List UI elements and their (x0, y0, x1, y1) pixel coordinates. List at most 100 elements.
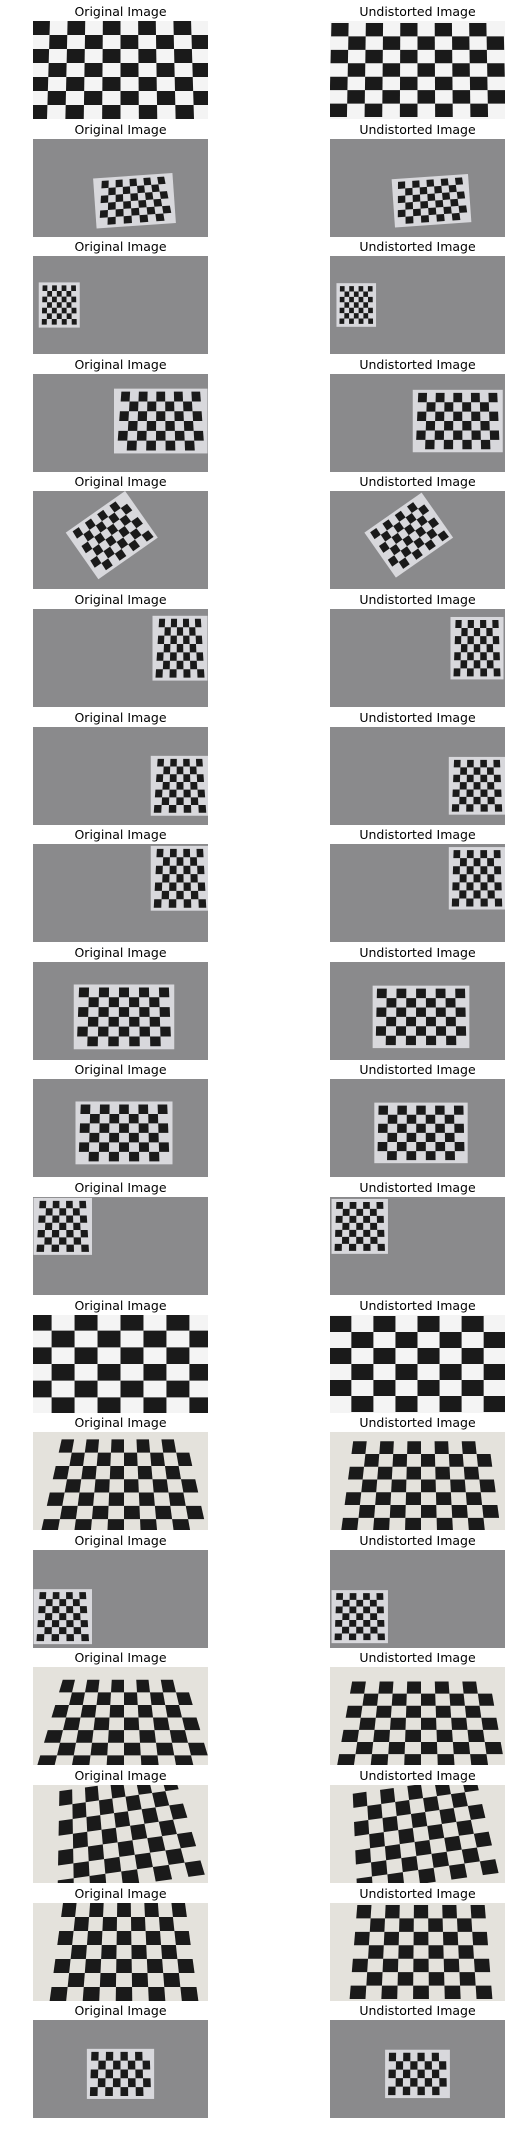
board-square (138, 49, 157, 63)
board-square (363, 1633, 371, 1640)
board-square (335, 1215, 343, 1223)
original-image-title: Original Image (74, 827, 167, 843)
board-square (44, 1222, 53, 1231)
board-square (460, 644, 468, 653)
undistorted-image-title: Undistorted Image (359, 1062, 476, 1078)
checkerboard (385, 2049, 450, 2099)
undistorted-image-title: Undistorted Image (359, 592, 476, 607)
board-square (198, 899, 207, 908)
original-image-title: Original Image (74, 1180, 167, 1195)
board-square (162, 874, 170, 883)
board-square (413, 1931, 429, 1945)
board-square (470, 103, 489, 118)
checkerboard-scene (330, 1314, 505, 1413)
board-square (405, 1518, 421, 1531)
board-square (120, 2069, 129, 2079)
checkerboard (49, 1902, 199, 2001)
board-square (118, 526, 130, 538)
board-square (183, 865, 191, 875)
board-square (79, 1215, 88, 1223)
board-square (106, 1755, 124, 1766)
board-square (51, 1396, 75, 1413)
board-square (74, 1346, 98, 1364)
board-square (101, 558, 113, 571)
board-square (146, 1958, 164, 1973)
board-square (72, 1208, 80, 1216)
board-square (196, 773, 204, 782)
board-square (148, 1114, 159, 1124)
board-square (164, 1466, 181, 1480)
undistorted-image-title: Undistorted Image (359, 239, 476, 255)
board-square (136, 1680, 150, 1693)
board-square (494, 882, 502, 891)
undistorted-image-title: Undistorted Image (359, 827, 476, 843)
board-square (365, 22, 384, 37)
board-square (423, 1796, 440, 1813)
board-square (363, 1229, 371, 1237)
board-square (367, 286, 373, 292)
board-square (382, 36, 401, 50)
board-square (130, 1823, 148, 1841)
board-square (96, 1452, 111, 1467)
board-square (183, 882, 191, 892)
board-square (141, 1807, 159, 1824)
original-image-title: Original Image (74, 356, 167, 372)
board-square (455, 619, 462, 629)
board-square (349, 1619, 357, 1627)
board-square (158, 1916, 175, 1931)
checkerboard (57, 1785, 205, 1883)
board-square (146, 420, 157, 431)
undistorted-image-title: Undistorted Image (359, 1180, 476, 1195)
board-square (66, 1215, 74, 1223)
board-square (417, 36, 435, 50)
board-square (124, 1479, 139, 1493)
board-square (452, 882, 460, 891)
board-square (135, 2052, 143, 2061)
board-square (105, 2069, 114, 2079)
board-square (59, 1222, 67, 1231)
board-square (435, 1026, 447, 1036)
board-square (37, 1230, 45, 1238)
board-square (367, 297, 373, 303)
board-square (380, 1787, 396, 1804)
board-square (369, 1599, 377, 1607)
board-square (97, 1363, 121, 1381)
board-square (445, 1016, 456, 1027)
board-square (176, 660, 184, 670)
board-square (416, 1124, 426, 1134)
board-square (88, 1152, 99, 1162)
board-square (158, 1819, 177, 1837)
board-square (153, 1717, 170, 1731)
board-square (425, 439, 435, 450)
board-square (131, 1972, 149, 1987)
board-square (72, 1755, 91, 1766)
board-square (108, 997, 119, 1007)
board-square (483, 1331, 505, 1348)
board-square (139, 1006, 150, 1017)
board-square (487, 858, 495, 867)
board-square (118, 987, 130, 998)
board-square (473, 628, 481, 637)
board-square (120, 2087, 129, 2097)
board-square (480, 668, 488, 677)
undistorted-image-title: Undistorted Image (359, 944, 476, 960)
board-square (356, 1599, 364, 1607)
checkerboard-scene (330, 1549, 505, 1648)
board-square (120, 1346, 144, 1364)
board-square (452, 1742, 471, 1755)
board-square (121, 1869, 140, 1883)
board-square (403, 2052, 411, 2062)
board-square (344, 1492, 362, 1506)
board-square (417, 1315, 440, 1332)
board-square (405, 201, 414, 210)
board-square (349, 307, 354, 314)
board-square (79, 1200, 87, 1209)
board-square (453, 774, 461, 782)
checkerboard (114, 388, 208, 454)
board-square (400, 49, 418, 64)
board-square (58, 1818, 73, 1836)
board-square (376, 1215, 384, 1223)
board-square (171, 1902, 187, 1917)
board-square (183, 420, 194, 431)
board-square (416, 988, 426, 998)
